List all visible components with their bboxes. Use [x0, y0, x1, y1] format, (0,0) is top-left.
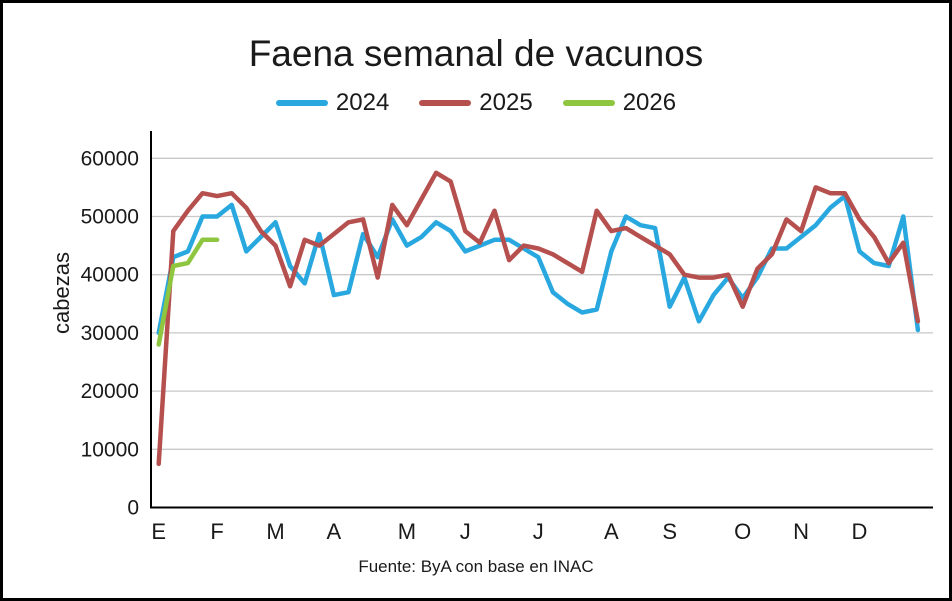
series-line-2024	[156, 193, 921, 336]
x-tick-label: J	[460, 519, 471, 544]
y-tick-label: 50000	[81, 206, 139, 229]
legend-item-2025: 2025	[419, 89, 533, 117]
chart-title: Faena semanal de vacunos	[248, 33, 704, 74]
series-line-2026	[156, 237, 220, 347]
legend-label-2025: 2025	[479, 89, 533, 116]
x-tick-label: E	[151, 519, 166, 544]
source-caption: Fuente: ByA con base en INAC	[358, 557, 594, 576]
legend-item-2024: 2024	[275, 89, 390, 117]
legend-item-2026: 2026	[562, 89, 677, 117]
legend-label-2024: 2024	[335, 89, 390, 116]
y-tick-label: 60000	[81, 147, 139, 170]
x-tick-label: O	[734, 519, 751, 544]
plot-area: 0 10000 20000 30000 40000 50000 60000 E F M A M J J A S…	[81, 131, 933, 544]
x-tick-label: N	[793, 519, 809, 544]
legend: 2024 2025 2026	[3, 89, 949, 117]
x-tick-label: D	[852, 519, 868, 544]
x-tick-label: M	[266, 519, 284, 544]
x-tick-label: S	[662, 519, 677, 544]
series-line-2025	[156, 170, 921, 467]
legend-label-2026: 2026	[622, 89, 677, 116]
legend-swatch-2025-icon	[419, 100, 472, 106]
y-tick-label: 30000	[81, 322, 139, 345]
y-tick-label: 0	[127, 497, 139, 520]
y-tick-label: 20000	[81, 380, 139, 403]
legend-swatch-2026-icon	[562, 100, 615, 106]
x-tick-label: F	[210, 519, 223, 544]
y-tick-label: 40000	[81, 264, 139, 287]
x-tick-label: A	[327, 519, 342, 544]
y-tick-label: 10000	[81, 438, 139, 461]
legend-swatch-2024-icon	[275, 100, 328, 106]
x-tick-label: M	[398, 519, 416, 544]
x-tick-label: A	[604, 519, 619, 544]
x-tick-label: J	[533, 519, 544, 544]
